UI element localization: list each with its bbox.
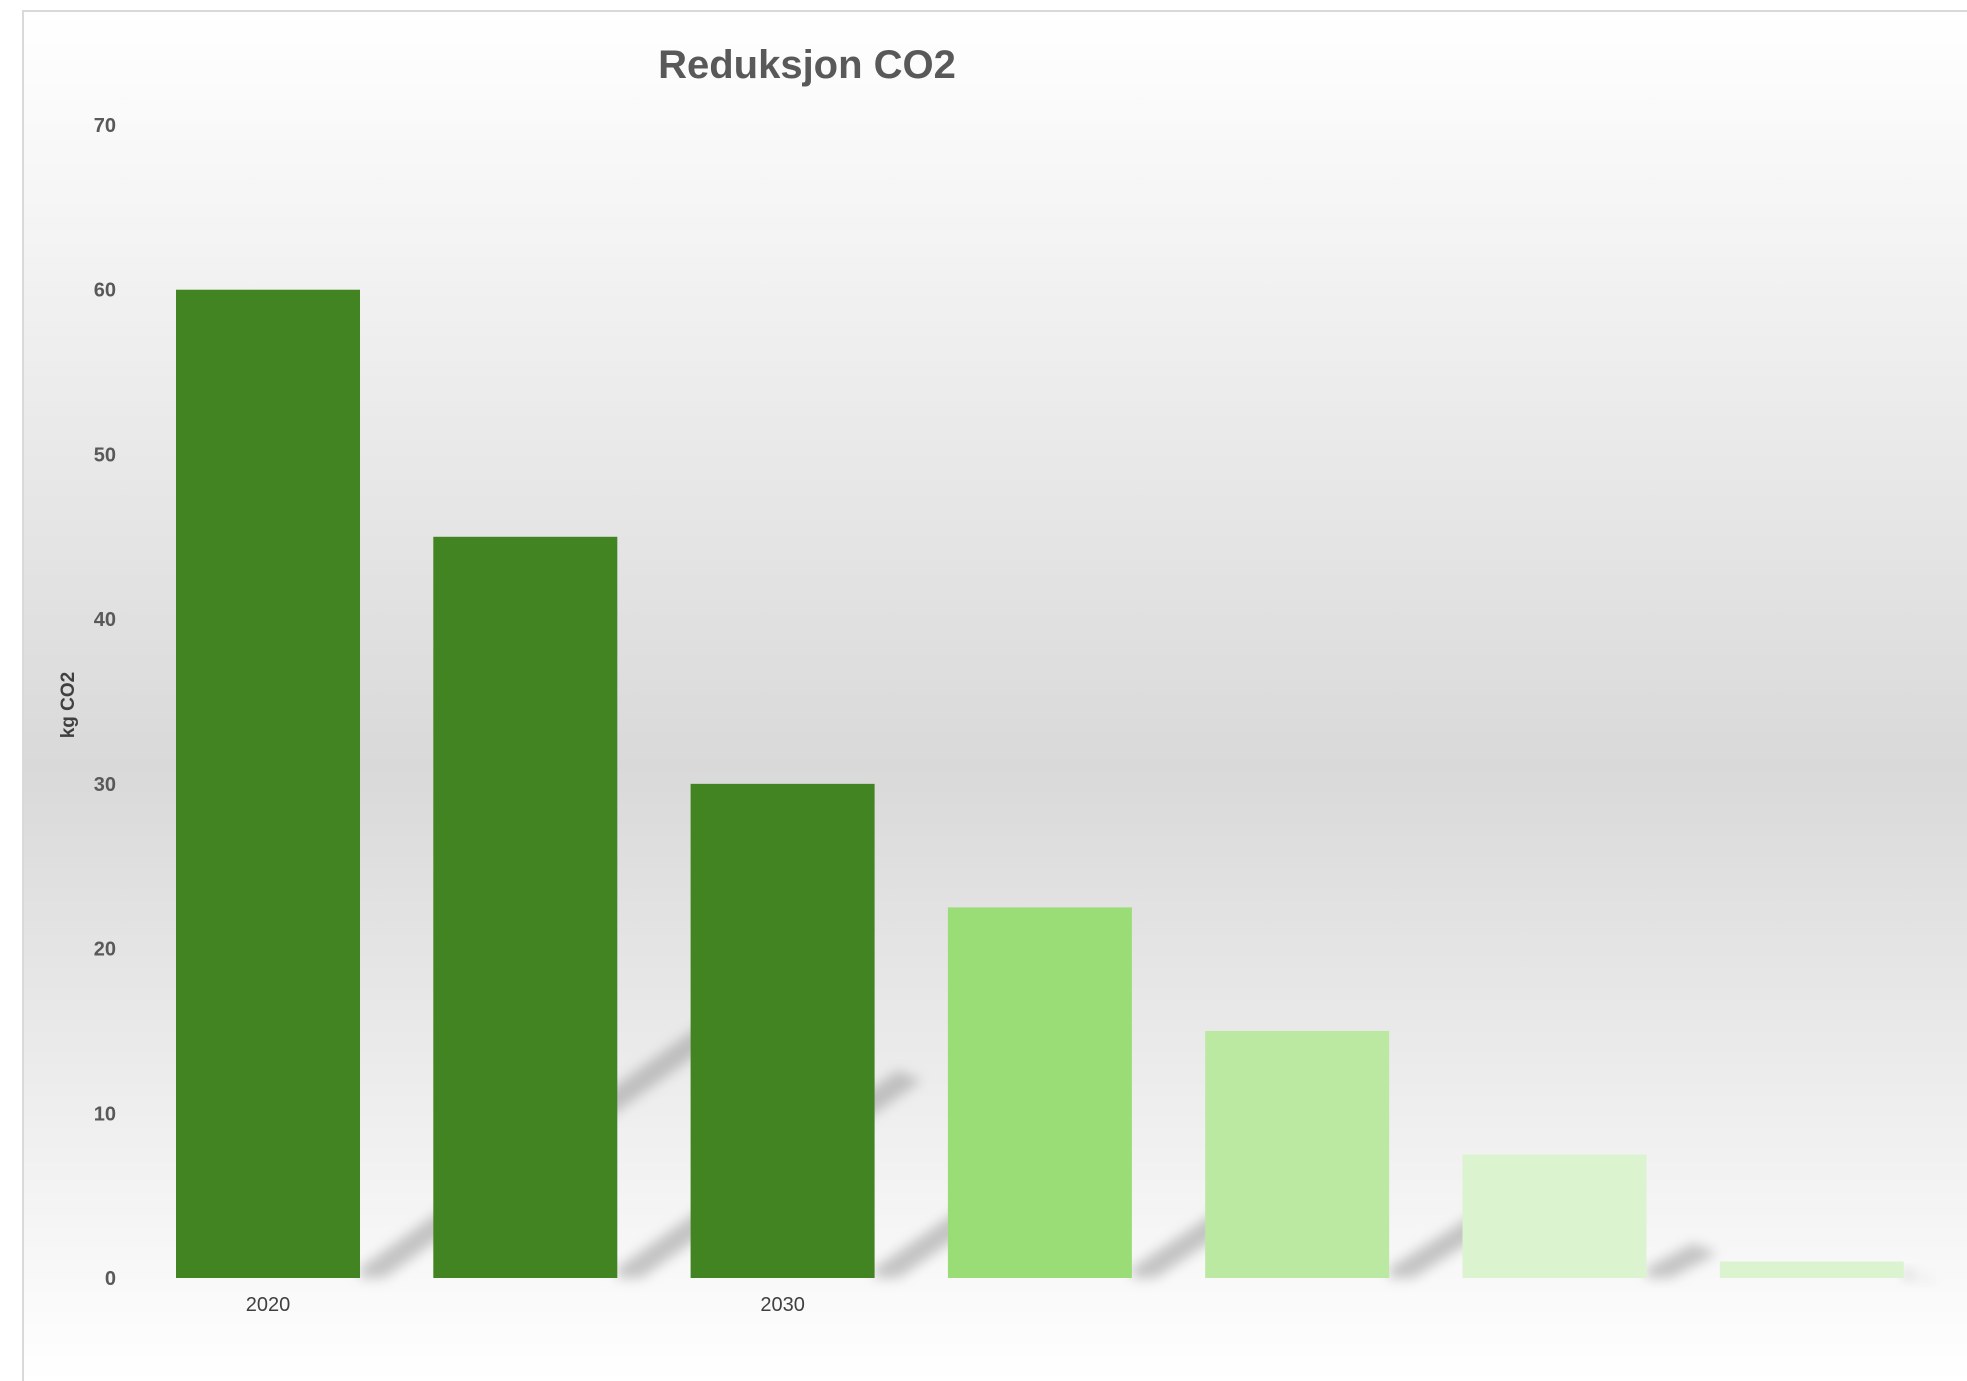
y-tick-label: 60 [94, 280, 116, 302]
bar-shadow [1903, 1268, 1935, 1284]
y-tick-label: 50 [94, 444, 116, 466]
bar-6 [1462, 1154, 1647, 1278]
bar-shadow [1646, 1243, 1718, 1278]
y-tick-label: 0 [105, 1268, 116, 1290]
bar-5 [1205, 1030, 1390, 1278]
bar-7 [1719, 1261, 1904, 1278]
y-axis-ticks: 0 10 20 30 40 50 60 70 [94, 115, 116, 1290]
y-tick-label: 40 [94, 609, 116, 631]
bar-3 [690, 783, 875, 1278]
chart-frame: Reduksjon CO2 kg CO2 0 10 20 30 40 50 60 70 202… [22, 10, 1967, 1381]
x-tick-label: 2020 [246, 1294, 291, 1316]
y-axis-title: kg CO2 [58, 672, 79, 739]
y-tick-label: 30 [94, 774, 116, 796]
bar-2 [433, 536, 618, 1278]
x-axis-ticks: 2020 2030 [246, 1294, 805, 1316]
y-tick-label: 20 [94, 939, 116, 961]
y-tick-label: 70 [94, 115, 116, 137]
y-tick-label: 10 [94, 1103, 116, 1125]
x-tick-label: 2030 [760, 1294, 805, 1316]
bars [176, 289, 1904, 1278]
bar-4 [947, 907, 1132, 1278]
bar-1 [176, 289, 360, 1278]
chart-title: Reduksjon CO2 [658, 43, 956, 87]
